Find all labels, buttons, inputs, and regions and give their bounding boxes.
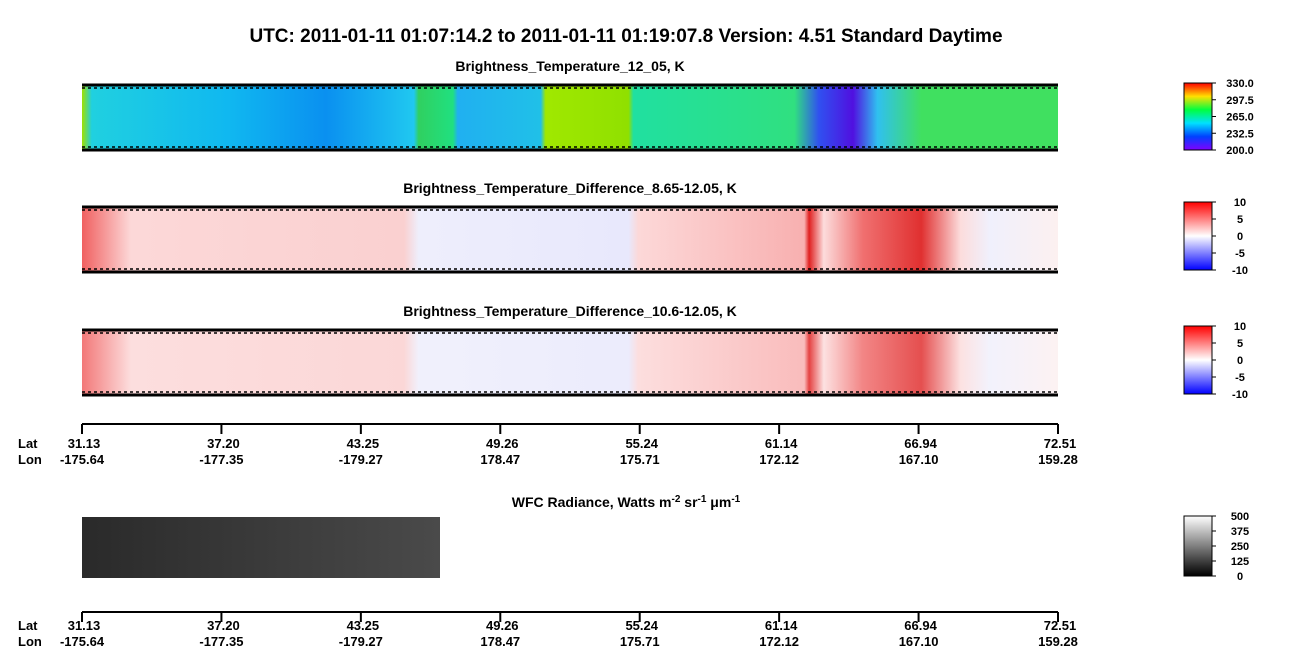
title-sup: -1	[698, 494, 707, 505]
colorbar-label: 5	[1237, 338, 1243, 350]
axis-label: Lon	[18, 634, 42, 649]
colorbar-label: 330.0	[1226, 78, 1254, 90]
lon-label: 167.10	[899, 452, 939, 467]
lon-label: 172.12	[759, 452, 799, 467]
colorbar-label: 10	[1234, 321, 1246, 333]
lon-label: -177.35	[199, 452, 243, 467]
colorbar-label: -5	[1235, 248, 1245, 260]
lon-label: 175.71	[620, 634, 660, 649]
title-part: μm	[706, 494, 731, 510]
image-strip	[82, 517, 440, 578]
colorbar-label: 297.5	[1226, 95, 1254, 107]
colorbar-label: 0	[1237, 355, 1243, 367]
lon-label: 172.12	[759, 634, 799, 649]
image-strip	[82, 207, 1058, 272]
colorbar	[1183, 82, 1213, 151]
lat-label: 72.51	[1044, 436, 1077, 451]
lat-label: 61.14	[765, 436, 798, 451]
lat-label: 31.13	[68, 618, 101, 633]
lat-label: 55.24	[625, 436, 658, 451]
colorbar-label: 5	[1237, 214, 1243, 226]
colorbar-label: 10	[1234, 197, 1246, 209]
colorbar-label: 0	[1237, 231, 1243, 243]
title-part: sr	[680, 494, 698, 510]
lat-label: 31.13	[68, 436, 101, 451]
colorbar	[1183, 515, 1213, 577]
lon-label: 178.47	[480, 452, 520, 467]
lat-label: 72.51	[1044, 618, 1077, 633]
panel-title: Brightness_Temperature_Difference_10.6-1…	[403, 303, 737, 319]
axis-label: Lat	[18, 436, 38, 451]
page-title: UTC: 2011-01-11 01:07:14.2 to 2011-01-11…	[249, 26, 1002, 47]
lon-label: 167.10	[899, 634, 939, 649]
lon-label: -179.27	[339, 634, 383, 649]
colorbar	[1183, 201, 1213, 271]
axis-label: Lon	[18, 452, 42, 467]
lat-label: 49.26	[486, 618, 519, 633]
colorbar-label: 500	[1231, 511, 1249, 523]
lon-label: -175.64	[60, 452, 105, 467]
lat-label: 66.94	[904, 436, 937, 451]
title-sup: -1	[731, 494, 740, 505]
colorbar-label: 250	[1231, 541, 1249, 553]
lon-label: -175.64	[60, 634, 105, 649]
image-strip	[82, 85, 1058, 150]
panel-title: Brightness_Temperature_Difference_8.65-1…	[403, 180, 737, 196]
lon-label: 178.47	[480, 634, 520, 649]
wfc-title: WFC Radiance, Watts m-2 sr-1 μm-1	[512, 494, 741, 510]
lat-label: 43.25	[347, 618, 380, 633]
strips	[82, 82, 1213, 578]
lat-label: 43.25	[347, 436, 380, 451]
colorbar-label: -10	[1232, 389, 1248, 401]
colorbar-label: 375	[1231, 526, 1249, 538]
colorbar-label: 265.0	[1226, 112, 1254, 124]
lon-label: -179.27	[339, 452, 383, 467]
lon-label: -177.35	[199, 634, 243, 649]
title-sup: -2	[671, 494, 680, 505]
colorbar-label: 232.5	[1226, 128, 1254, 140]
colorbar	[1183, 325, 1213, 395]
axis-label: Lat	[18, 618, 38, 633]
lon-label: 159.28	[1038, 452, 1078, 467]
lat-label: 61.14	[765, 618, 798, 633]
title-part: WFC Radiance, Watts m	[512, 494, 672, 510]
colorbar-label: 125	[1231, 556, 1249, 568]
lat-label: 37.20	[207, 436, 240, 451]
colorbar-label: -10	[1232, 265, 1248, 277]
lat-label: 55.24	[625, 618, 658, 633]
panel-title: Brightness_Temperature_12_05, K	[455, 58, 684, 74]
colorbar-label: 0	[1237, 571, 1243, 583]
lat-label: 66.94	[904, 618, 937, 633]
lon-label: 159.28	[1038, 634, 1078, 649]
image-strip	[82, 330, 1058, 395]
lat-label: 49.26	[486, 436, 519, 451]
colorbar-label: 200.0	[1226, 145, 1254, 157]
lon-label: 175.71	[620, 452, 660, 467]
lat-label: 37.20	[207, 618, 240, 633]
colorbar-label: -5	[1235, 372, 1245, 384]
